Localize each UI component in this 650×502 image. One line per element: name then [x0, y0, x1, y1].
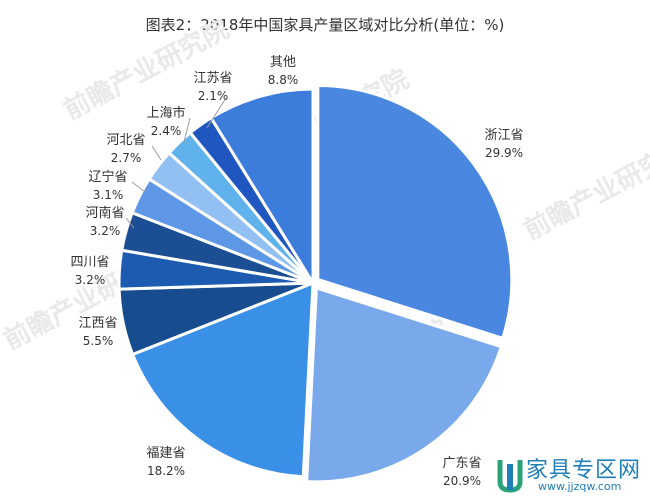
pie-slice [316, 83, 514, 341]
slice-label-name: 其他 [270, 55, 296, 70]
slice-label-value: 2.1% [198, 89, 229, 103]
slice-label-value: 29.9% [485, 146, 523, 160]
site-logo: 家具专区网 www.jjzqw.com [492, 448, 650, 502]
pie-slice [130, 280, 315, 479]
slice-label-name: 辽宁省 [88, 169, 127, 185]
slice-label-name: 江西省 [78, 316, 117, 331]
leader-line [151, 145, 162, 161]
slice-label-name: 上海市 [146, 105, 185, 121]
slice-label-value: 8.8% [268, 73, 299, 87]
slice-label-name: 江苏省 [193, 70, 232, 86]
logo-site-name: 家具专区网 [526, 458, 642, 483]
slice-label-name: 福建省 [146, 446, 185, 461]
slice-label-value: 3.2% [90, 224, 121, 238]
leader-line [183, 117, 191, 143]
slice-label-name: 河南省 [85, 205, 124, 221]
leader-line [131, 181, 146, 193]
slice-label-value: 2.4% [151, 124, 182, 138]
chart-title: 图表2：2018年中国家具产量区域对比分析(单位：%) [145, 16, 505, 34]
slice-label-value: 3.2% [75, 273, 106, 287]
watermark-text: 前瞻产业研究院 [519, 133, 650, 246]
slice-label-name: 浙江省 [484, 128, 523, 143]
slice-label-name: 广东省 [442, 456, 481, 471]
leader-line [125, 217, 135, 229]
logo-icon [497, 460, 523, 493]
slice-label-value: 2.7% [111, 151, 142, 165]
pie-slice [305, 285, 504, 484]
slice-label-name: 四川省 [70, 255, 109, 270]
slice-label-value: 5.5% [83, 334, 114, 348]
leader-line [206, 97, 227, 129]
logo-site-url: www.jjzqw.com [538, 480, 622, 493]
slice-label-value: 18.2% [147, 464, 185, 478]
slice-label-name: 河北省 [106, 133, 145, 148]
slice-label-value: 3.1% [93, 188, 124, 202]
slice-label-value: 20.9% [443, 474, 481, 488]
